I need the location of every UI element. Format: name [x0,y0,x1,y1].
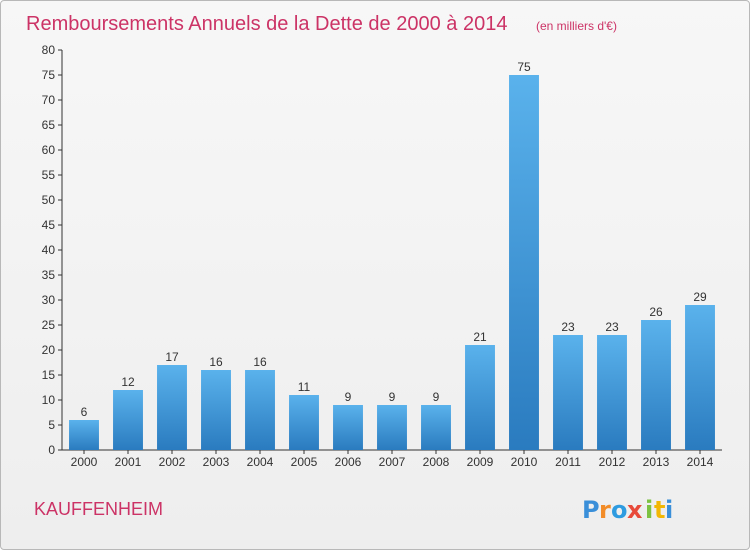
bar-value-label: 16 [253,355,267,369]
logo-letter: i [645,496,653,524]
y-tick-label: 30 [42,293,56,307]
x-axis: 2000 2001 2002 2003 2004 2005 2006 2007 2008 2009… [62,449,722,469]
bar-2000 [69,420,99,450]
logo-letter: i [665,496,673,524]
y-tick-label: 5 [48,418,55,432]
bar-value-label: 23 [605,320,619,334]
bar-2006 [333,405,363,450]
bar-value-label: 9 [389,390,396,404]
logo-letter: x [627,496,643,524]
bar-2013 [641,320,671,450]
y-tick-label: 75 [42,68,56,82]
bar-2004 [245,370,275,450]
bar-2011 [553,335,583,450]
bar-2014 [685,305,715,450]
bar-value-label: 17 [165,350,179,364]
bar-2009 [465,345,495,450]
x-tick-label: 2006 [335,455,362,469]
bar-2005 [289,395,319,450]
x-tick-label: 2000 [71,455,98,469]
bar-value-label: 11 [298,380,311,394]
y-tick-label: 65 [42,118,56,132]
x-tick-label: 2007 [379,455,406,469]
y-axis: 0 5 10 15 20 25 30 35 40 45 50 55 60 65 70 75 80 [42,43,63,457]
x-tick-label: 2013 [643,455,670,469]
bar-2007 [377,405,407,450]
x-tick-label: 2012 [599,455,626,469]
bar-value-label: 29 [693,290,707,304]
bar-value-label: 26 [649,305,663,319]
bar-value-label: 9 [433,390,440,404]
y-tick-label: 55 [42,168,56,182]
y-tick-label: 10 [42,393,56,407]
logo-letter: t [654,496,665,524]
logo-letter: P [582,496,600,524]
y-tick-label: 25 [42,318,56,332]
x-tick-label: 2010 [511,455,538,469]
bar-value-label: 12 [121,375,135,389]
commune-name: KAUFFENHEIM [34,499,163,519]
bar-2012 [597,335,627,450]
x-tick-label: 2014 [687,455,714,469]
logo-letter: r [599,496,611,524]
y-tick-label: 70 [42,93,56,107]
bars: 6 12 17 16 16 11 9 9 9 21 75 23 23 26 29 [69,60,715,450]
logo-letter: o [611,496,628,524]
x-tick-label: 2002 [159,455,186,469]
x-tick-label: 2001 [115,455,142,469]
bar-value-label: 23 [561,320,575,334]
bar-2002 [157,365,187,450]
bar-value-label: 9 [345,390,352,404]
x-tick-label: 2011 [555,455,581,469]
y-tick-label: 80 [42,43,56,57]
x-tick-label: 2003 [203,455,230,469]
bar-2003 [201,370,231,450]
x-tick-label: 2009 [467,455,494,469]
chart-subtitle: (en milliers d'€) [536,19,617,33]
chart-title: Remboursements Annuels de la Dette de 20… [26,13,507,35]
y-tick-label: 20 [42,343,56,357]
y-tick-label: 45 [42,218,56,232]
bar-2008 [421,405,451,450]
y-tick-label: 50 [42,193,56,207]
x-tick-label: 2005 [291,455,318,469]
y-tick-label: 35 [42,268,56,282]
y-tick-label: 40 [42,243,56,257]
y-tick-label: 15 [42,368,56,382]
y-tick-label: 60 [42,143,56,157]
bar-value-label: 21 [473,330,487,344]
bar-value-label: 16 [209,355,223,369]
y-tick-label: 0 [48,443,55,457]
bar-value-label: 6 [81,405,88,419]
bar-2001 [113,390,143,450]
bar-value-label: 75 [517,60,531,74]
x-tick-label: 2004 [247,455,274,469]
x-tick-label: 2008 [423,455,450,469]
bar-2010 [509,75,539,450]
